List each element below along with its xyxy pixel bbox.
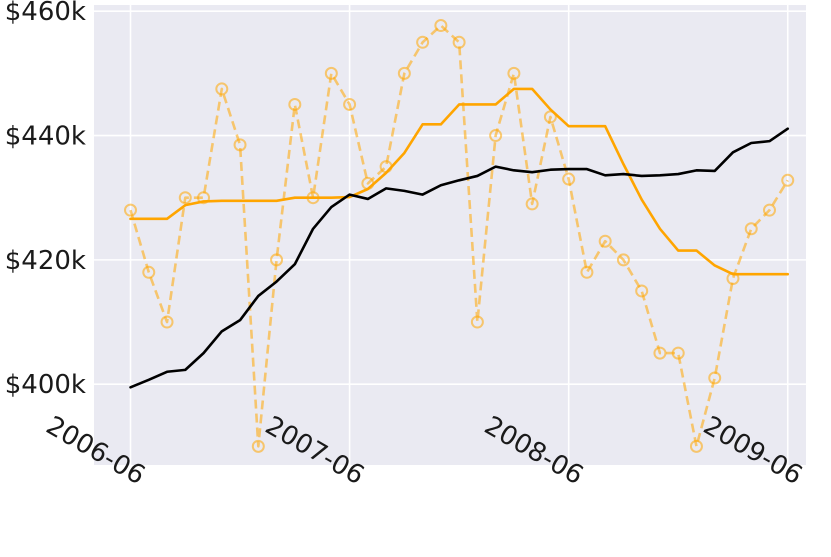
series-layer bbox=[129, 24, 790, 448]
data-point bbox=[689, 439, 703, 453]
data-point bbox=[178, 191, 192, 205]
markers-layer bbox=[124, 19, 795, 453]
data-point bbox=[452, 35, 466, 49]
data-point bbox=[160, 315, 174, 329]
data-point bbox=[142, 265, 156, 279]
data-point bbox=[744, 222, 758, 236]
data-point bbox=[306, 191, 320, 205]
data-point bbox=[489, 129, 503, 143]
data-point bbox=[416, 35, 430, 49]
data-point bbox=[343, 97, 357, 111]
data-point bbox=[270, 253, 284, 267]
data-point bbox=[635, 284, 649, 298]
data-point bbox=[598, 234, 612, 248]
series-line-0 bbox=[129, 127, 790, 389]
data-point bbox=[507, 66, 521, 80]
data-point bbox=[653, 346, 667, 360]
data-point bbox=[580, 265, 594, 279]
data-point bbox=[708, 371, 722, 385]
series-line-1 bbox=[129, 87, 790, 276]
data-point bbox=[470, 315, 484, 329]
data-point bbox=[397, 66, 411, 80]
data-point bbox=[215, 82, 229, 96]
data-point bbox=[525, 197, 539, 211]
y-tick-label: $460k bbox=[5, 0, 86, 27]
data-point bbox=[197, 191, 211, 205]
data-point bbox=[233, 138, 247, 152]
data-point bbox=[562, 172, 576, 186]
data-point bbox=[288, 97, 302, 111]
data-point bbox=[726, 272, 740, 286]
data-point bbox=[324, 66, 338, 80]
data-point bbox=[543, 110, 557, 124]
y-tick-label: $400k bbox=[5, 370, 86, 400]
data-point bbox=[616, 253, 630, 267]
y-axis-ticks: $400k $420k $440k $460k bbox=[5, 0, 86, 400]
data-point bbox=[762, 203, 776, 217]
y-tick-label: $440k bbox=[5, 122, 86, 152]
data-point bbox=[124, 203, 138, 217]
data-point bbox=[434, 19, 448, 33]
data-point bbox=[361, 176, 375, 190]
data-point bbox=[251, 439, 265, 453]
y-tick-label: $420k bbox=[5, 246, 86, 276]
data-point bbox=[781, 173, 795, 187]
data-point bbox=[671, 346, 685, 360]
data-point bbox=[379, 160, 393, 174]
plot-background bbox=[94, 5, 806, 465]
